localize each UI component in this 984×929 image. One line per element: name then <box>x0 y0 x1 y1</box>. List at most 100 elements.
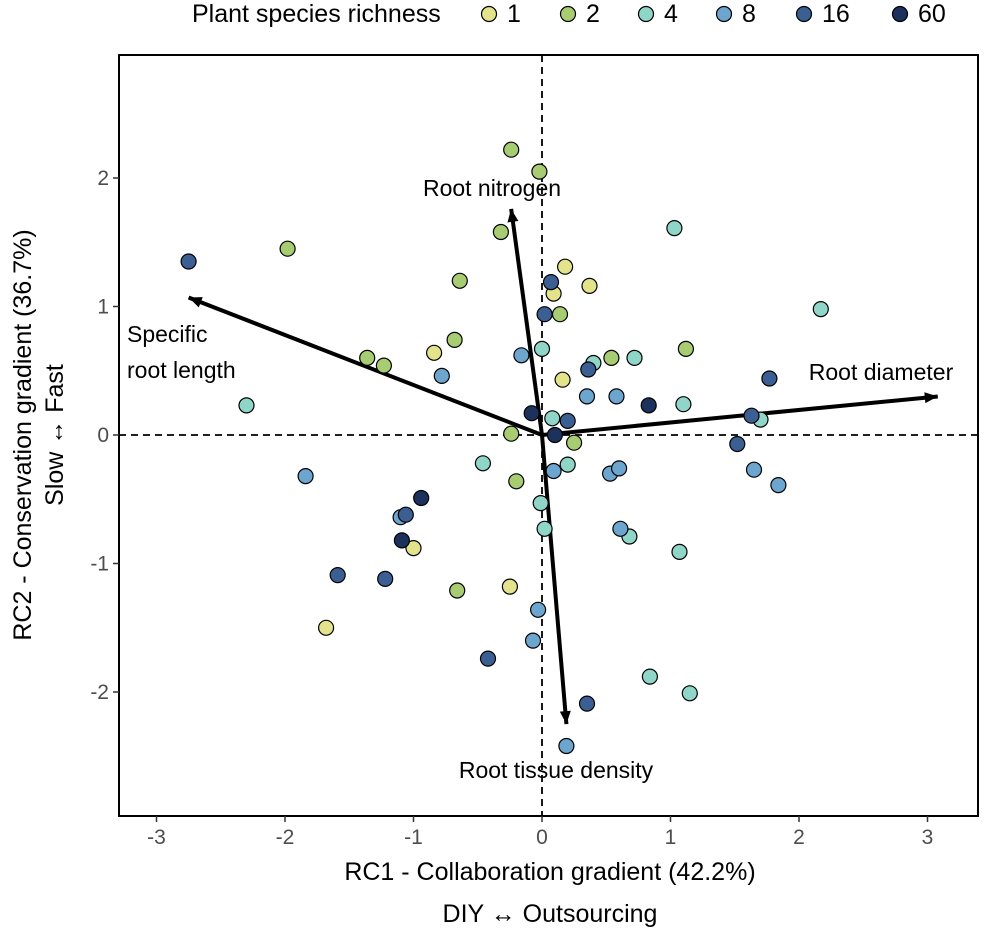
y-axis-title: RC2 - Conservation gradient (36.7%) <box>9 229 37 640</box>
y-tick-label: 2 <box>97 167 109 190</box>
data-point-richness-4 <box>533 340 551 357</box>
data-point-richness-2 <box>279 240 296 257</box>
data-point-richness-4 <box>474 455 491 472</box>
legend-label-2: 2 <box>586 0 600 28</box>
data-point-richness-4 <box>812 301 829 318</box>
data-point-richness-60 <box>546 426 564 444</box>
y-tick-label: -2 <box>90 681 109 704</box>
data-point-richness-1 <box>554 371 571 388</box>
data-point-richness-16 <box>578 695 596 712</box>
data-point-richness-4 <box>559 456 576 473</box>
legend-label-60: 60 <box>918 0 946 28</box>
legend-label-8: 8 <box>742 0 756 28</box>
data-point-richness-2 <box>359 349 376 366</box>
data-point-richness-16 <box>536 306 553 323</box>
data-point-richness-4 <box>666 220 683 237</box>
legend-title: Plant species richness <box>192 0 441 28</box>
legend-key-4 <box>637 5 655 23</box>
data-point-richness-8 <box>297 468 314 485</box>
legend-key-8 <box>715 5 733 23</box>
vector-arrowhead-root-diameter <box>924 392 938 404</box>
data-point-richness-2 <box>565 434 583 451</box>
data-point-richness-4 <box>532 495 549 512</box>
x-tick-label: -3 <box>147 826 166 849</box>
legend-key-60 <box>891 5 909 23</box>
data-point-richness-16 <box>397 506 414 523</box>
data-point-richness-8 <box>513 347 530 364</box>
data-point-richness-8 <box>545 462 562 480</box>
legend-label-16: 16 <box>822 0 850 28</box>
data-point-richness-16 <box>761 370 778 387</box>
x-tick-label: -2 <box>276 826 295 849</box>
vector-root-tissue-density <box>540 434 569 725</box>
vector-arrowhead-specific-root-length <box>188 297 203 308</box>
data-point-richness-4 <box>238 397 255 414</box>
data-point-richness-16 <box>542 274 560 291</box>
data-point-richness-2 <box>492 223 509 241</box>
data-point-richness-60 <box>393 532 410 549</box>
data-point-richness-16 <box>559 412 576 429</box>
vector-specific-root-length <box>187 295 543 437</box>
legend-key-1 <box>480 5 498 23</box>
data-point-richness-8 <box>524 632 542 649</box>
data-point-richness-16 <box>580 361 597 378</box>
legend-key-16 <box>795 5 813 23</box>
data-point-richness-4 <box>675 396 692 413</box>
data-point-richness-8 <box>578 388 596 405</box>
vector-label-root-diameter: Root diameter <box>809 359 954 385</box>
data-point-richness-1 <box>318 619 335 636</box>
data-point-richness-2 <box>446 331 463 348</box>
data-point-richness-2 <box>508 473 525 490</box>
data-point-richness-1 <box>556 258 574 275</box>
legend-label-4: 4 <box>664 0 678 28</box>
legend-label-1: 1 <box>507 0 521 28</box>
data-point-richness-2 <box>531 163 548 180</box>
data-point-richness-60 <box>640 397 657 414</box>
x-tick-label: -1 <box>404 826 423 849</box>
data-point-richness-1 <box>501 578 518 595</box>
vector-label-root-tissue-density: Root tissue density <box>459 757 654 783</box>
data-point-richness-16 <box>479 650 497 667</box>
vector-root-diameter <box>541 394 938 437</box>
data-point-richness-8 <box>770 477 787 494</box>
legend: Plant species richness 1 2 4 8 16 60 <box>192 0 946 28</box>
x-tick-label: 2 <box>793 826 805 849</box>
data-point-richness-4 <box>536 520 553 537</box>
data-point-richness-1 <box>581 277 598 294</box>
y-tick-label: 1 <box>97 296 109 319</box>
vector-label-specific-root-length: Specific root length <box>127 321 236 383</box>
data-point-richness-16 <box>743 407 760 424</box>
data-point-richness-2 <box>449 582 466 599</box>
data-point-richness-2 <box>451 272 468 289</box>
data-point-richness-4 <box>641 668 659 685</box>
data-point-richness-60 <box>523 405 540 422</box>
x-axis-subtitle: DIY ↔ Outsourcing <box>443 900 658 928</box>
x-tick-label: 0 <box>536 826 548 849</box>
data-point-richness-2 <box>551 306 569 323</box>
data-point-richness-4 <box>671 543 688 561</box>
data-point-richness-8 <box>745 461 763 478</box>
data-point-richness-8 <box>608 388 625 405</box>
vector-root-nitrogen <box>509 208 544 436</box>
vector-arrowhead-root-nitrogen <box>507 208 519 223</box>
data-point-richness-16 <box>180 253 197 270</box>
vector-label-root-nitrogen: Root nitrogen <box>423 175 561 201</box>
data-point-richness-8 <box>433 367 450 384</box>
data-point-richness-8 <box>558 737 575 755</box>
data-point-richness-16 <box>729 435 746 453</box>
data-point-richness-2 <box>503 425 520 442</box>
data-point-richness-8 <box>610 460 628 477</box>
data-point-richness-4 <box>626 349 643 366</box>
data-point-richness-2 <box>603 349 620 366</box>
data-point-richness-1 <box>405 539 422 557</box>
data-point-richness-16 <box>377 570 394 588</box>
y-axis-subtitle: Slow ↔ Fast <box>41 364 69 506</box>
data-point-richness-2 <box>375 357 392 374</box>
x-tick-label: 1 <box>665 826 677 849</box>
legend-key-2 <box>559 5 577 23</box>
data-point-richness-1 <box>426 344 443 361</box>
data-point-richness-16 <box>329 566 346 584</box>
y-tick-label: 0 <box>97 424 109 447</box>
x-axis-title: RC1 - Collaboration gradient (42.2%) <box>344 858 755 886</box>
